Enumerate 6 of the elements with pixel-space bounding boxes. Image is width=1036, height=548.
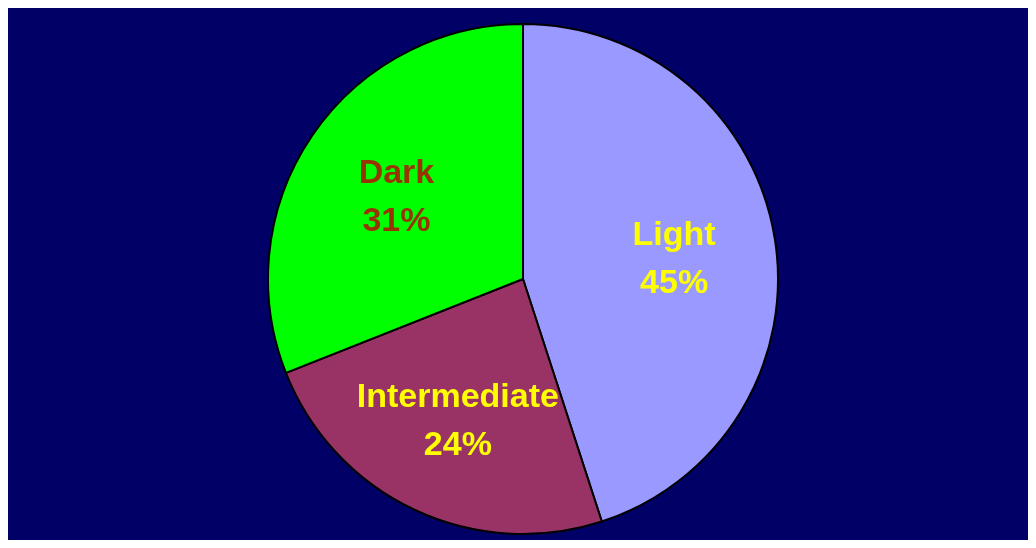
slice-label: Dark <box>358 152 435 190</box>
data-label: 31% <box>362 200 431 238</box>
slice-label: Intermediate <box>356 376 559 415</box>
slice-label: Light <box>632 214 716 253</box>
data-label: 24% <box>423 424 492 463</box>
data-label: 45% <box>640 262 709 301</box>
